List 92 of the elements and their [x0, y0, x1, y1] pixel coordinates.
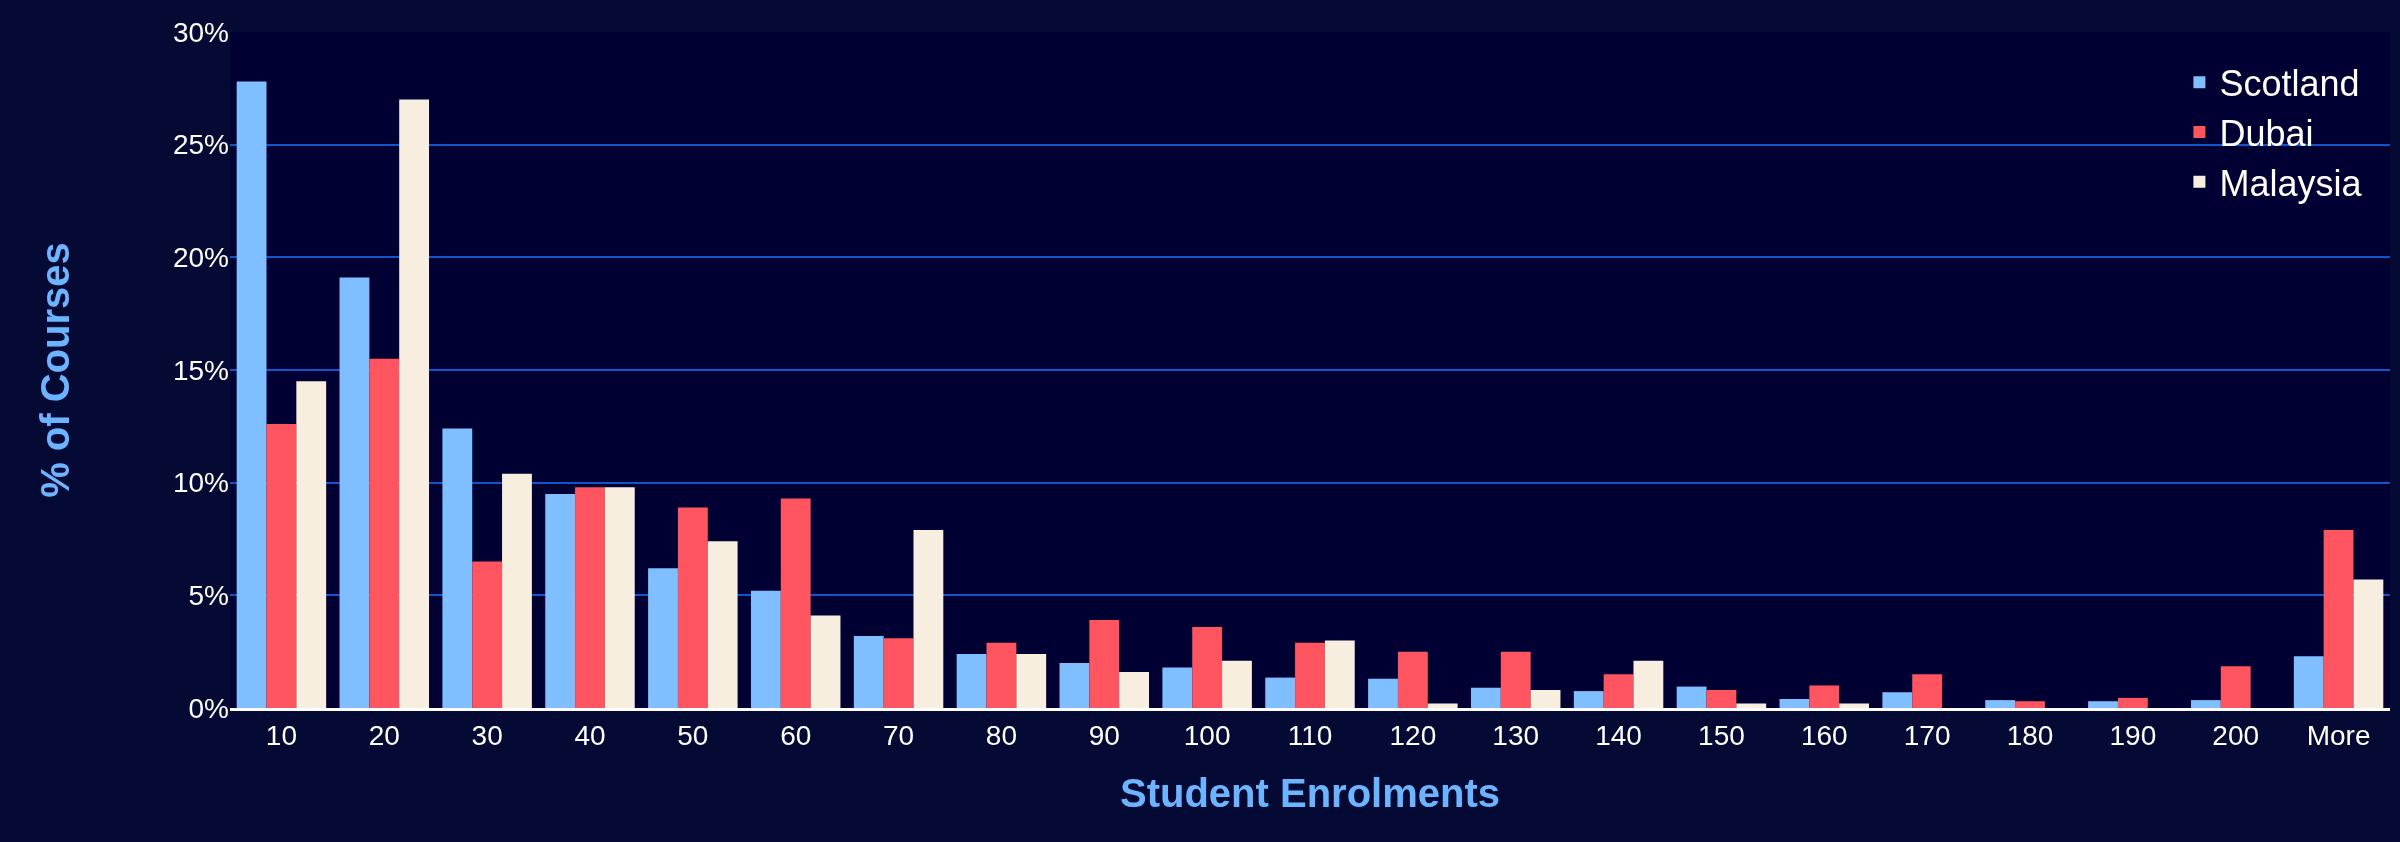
- x-tick-label: 30: [471, 719, 503, 751]
- x-tick-label: 190: [2109, 719, 2157, 751]
- bar: [853, 635, 884, 708]
- y-tick-label: 5%: [188, 580, 229, 612]
- bar: [2015, 701, 2045, 708]
- bar: [1985, 700, 2016, 708]
- bar: [1324, 640, 1355, 708]
- x-tick-label: 50: [677, 719, 709, 751]
- bar: [2293, 656, 2324, 708]
- x-tick-label: 60: [780, 719, 812, 751]
- bar: [648, 568, 678, 708]
- bar: [1736, 703, 1767, 708]
- bar: [1470, 687, 1501, 708]
- bar: [339, 277, 370, 708]
- bar: [1706, 689, 1737, 708]
- x-tick-label: 150: [1698, 719, 1745, 751]
- bar: [2088, 701, 2118, 708]
- bar: [266, 424, 297, 708]
- bar: [1839, 703, 1870, 708]
- bar: [913, 529, 944, 708]
- bar: [677, 507, 708, 708]
- x-tick-label: 180: [2006, 719, 2054, 751]
- bar: [369, 358, 400, 708]
- bar: [502, 473, 532, 708]
- bar: [810, 615, 841, 708]
- legend-label: Dubai: [2219, 113, 2314, 155]
- x-tick-label: 100: [1183, 719, 1231, 751]
- bar: [1162, 667, 1193, 708]
- x-tick-label: 130: [1492, 719, 1540, 751]
- bar: [1573, 691, 1604, 708]
- y-tick-label: 30%: [172, 16, 229, 48]
- x-tick-label: 140: [1595, 719, 1642, 751]
- bar: [442, 428, 473, 708]
- bar: [1089, 620, 1120, 708]
- bar: [1500, 651, 1531, 708]
- bar: [1779, 698, 1810, 708]
- bar: [1059, 662, 1090, 708]
- x-tick-label: More: [2306, 719, 2371, 751]
- bar: [1016, 653, 1047, 708]
- bar: [956, 653, 987, 708]
- bar: [2117, 697, 2148, 708]
- y-axis-title: % of Courses: [33, 242, 78, 498]
- bar: [1882, 692, 1913, 708]
- bar: [545, 493, 576, 708]
- bar: [236, 81, 267, 708]
- bar: [2353, 579, 2384, 708]
- legend-label: Malaysia: [2219, 162, 2363, 204]
- bar: [750, 590, 781, 708]
- bar: [472, 561, 503, 708]
- x-axis-title: Student Enrolments: [1119, 771, 1501, 816]
- bar: [1809, 685, 1840, 708]
- legend-label: Scotland: [2219, 63, 2360, 105]
- x-tick-label: 40: [574, 719, 606, 751]
- bar: [780, 498, 811, 708]
- x-tick-label: 90: [1088, 719, 1120, 751]
- y-tick-label: 10%: [172, 467, 229, 499]
- bar: [1912, 674, 1943, 708]
- bar: [1427, 703, 1458, 708]
- bar: [1603, 674, 1634, 708]
- x-tick-label: 170: [1903, 719, 1951, 751]
- x-tick-label: 200: [2212, 719, 2260, 751]
- bar: [1676, 686, 1707, 708]
- bar: [1119, 671, 1150, 708]
- bar: [1192, 626, 1223, 708]
- bar: [604, 487, 635, 708]
- bar: [2323, 529, 2354, 708]
- bar: [1397, 651, 1428, 708]
- x-tick-label: 160: [1800, 719, 1848, 751]
- bar: [1295, 642, 1325, 708]
- bar: [1222, 660, 1252, 708]
- bar: [707, 541, 738, 708]
- bar: [575, 487, 605, 708]
- bar: [1530, 689, 1561, 708]
- x-tick-label: 20: [368, 719, 400, 751]
- bar: [1368, 678, 1398, 708]
- y-tick-label: 15%: [172, 354, 229, 386]
- bar: [1633, 660, 1664, 708]
- y-tick-label: 0%: [188, 692, 229, 724]
- bar: [2220, 666, 2251, 708]
- x-tick-label: 70: [882, 719, 915, 751]
- x-tick-label: 10: [265, 719, 298, 751]
- x-tick-label: 80: [985, 719, 1018, 751]
- y-tick-label: 25%: [172, 129, 229, 161]
- bar: [399, 99, 430, 708]
- x-tick-label: 120: [1389, 719, 1437, 751]
- bar: [1265, 677, 1296, 708]
- x-tick-label: 110: [1287, 719, 1333, 751]
- bar: [2190, 700, 2221, 708]
- bar: [986, 642, 1017, 708]
- bar: [296, 381, 327, 708]
- y-tick-label: 20%: [172, 242, 229, 274]
- bar: [883, 638, 914, 708]
